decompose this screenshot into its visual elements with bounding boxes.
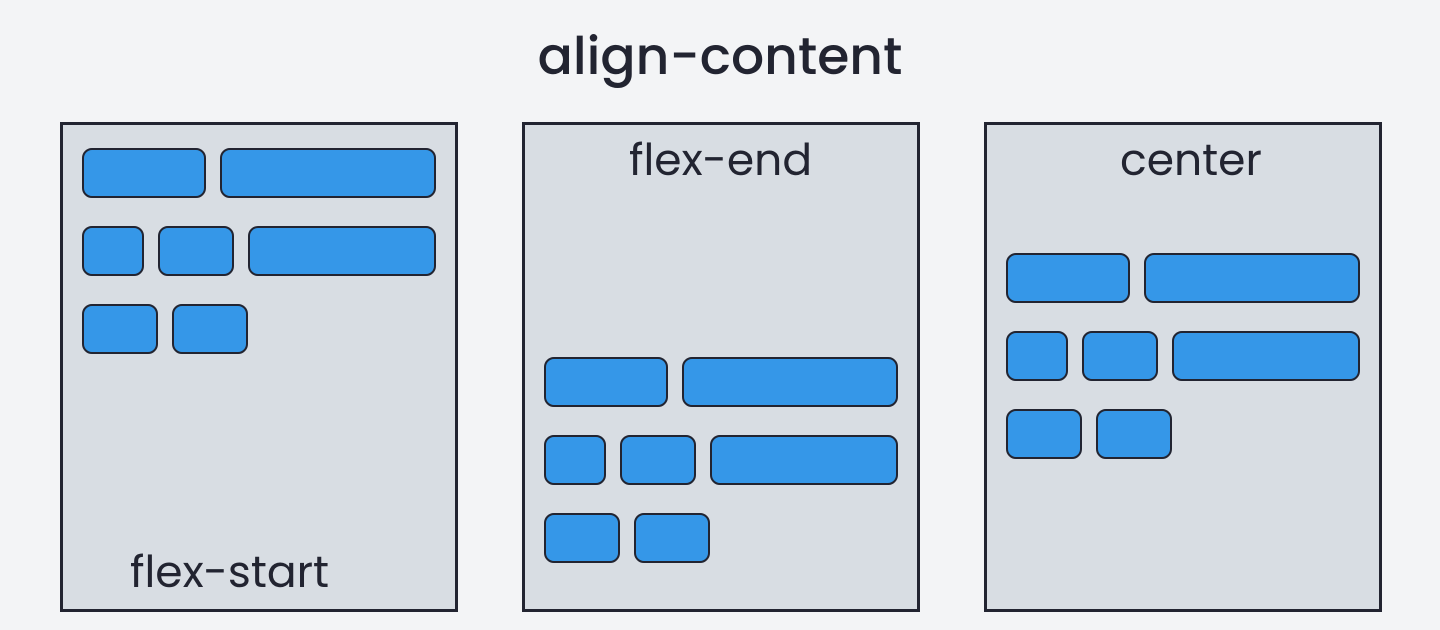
diagram-canvas: align-content flex-start flex-end center <box>0 0 1440 630</box>
flex-item <box>1144 253 1360 303</box>
flex-item <box>1096 409 1172 459</box>
flex-item <box>544 435 606 485</box>
page-title: align-content <box>0 18 1440 96</box>
flex-item <box>1172 331 1360 381</box>
flex-item <box>82 226 144 276</box>
flex-item <box>634 513 710 563</box>
flex-item <box>1082 331 1158 381</box>
flex-item <box>172 304 248 354</box>
flex-item <box>620 435 696 485</box>
label-flex-end: flex-end <box>629 128 812 193</box>
flex-item <box>220 148 436 198</box>
flex-item <box>248 226 436 276</box>
flex-item <box>1006 409 1082 459</box>
flex-item <box>710 435 898 485</box>
flex-item <box>1006 253 1130 303</box>
flex-item <box>682 357 898 407</box>
flex-item <box>544 357 668 407</box>
label-center: center <box>1120 128 1262 193</box>
flex-item <box>82 148 206 198</box>
flex-item <box>544 513 620 563</box>
flex-item <box>82 304 158 354</box>
flex-item <box>1006 331 1068 381</box>
label-flex-start: flex-start <box>130 540 329 605</box>
flex-item <box>158 226 234 276</box>
